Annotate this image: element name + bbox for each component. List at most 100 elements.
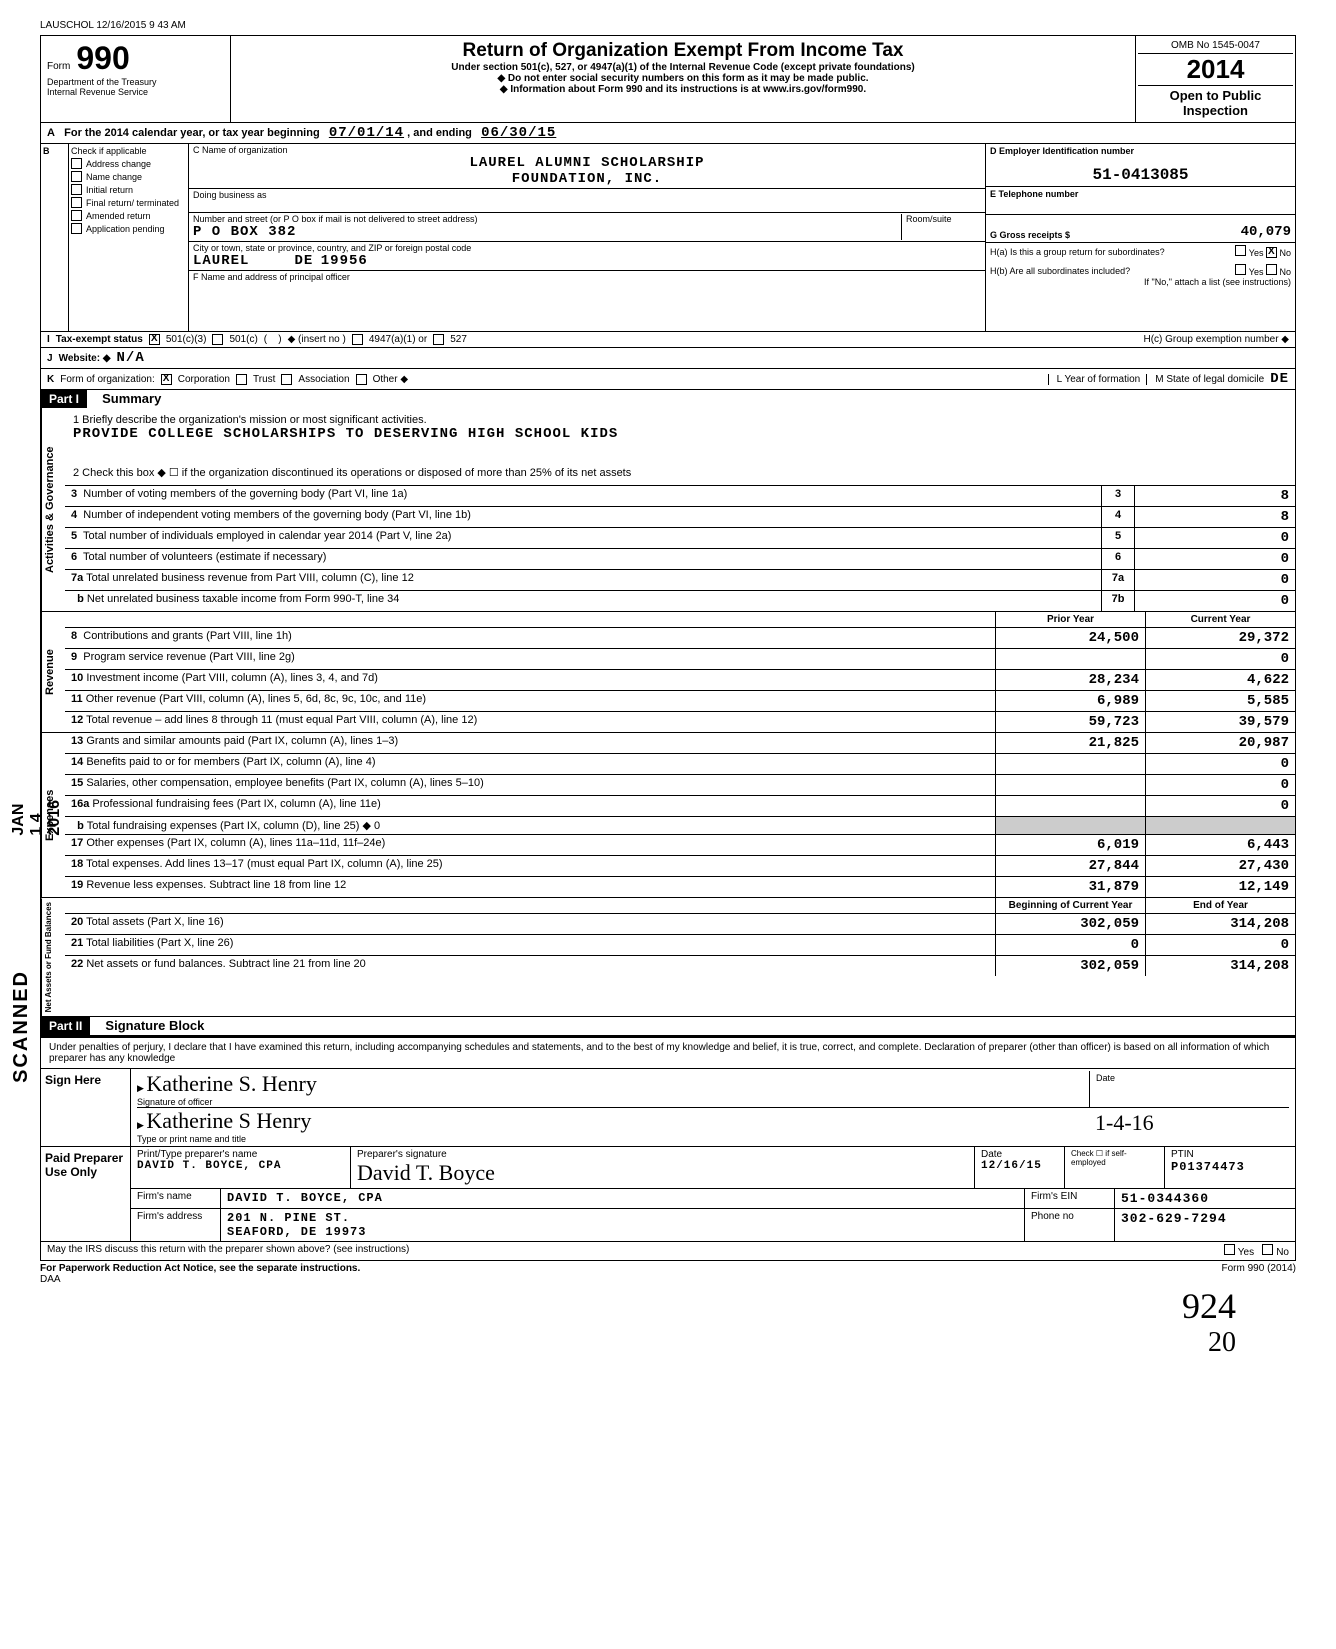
sign-here-label: Sign Here (41, 1069, 131, 1146)
l7a-n: 7a (71, 572, 83, 584)
room-label: Room/suite (906, 214, 952, 224)
other-box[interactable] (356, 374, 367, 385)
l14-c: 0 (1145, 754, 1295, 774)
l22-n: 22 (71, 958, 83, 970)
inspection: Inspection (1140, 103, 1291, 118)
ptin-label: PTIN (1171, 1149, 1194, 1160)
f-label: F Name and address of principal officer (193, 272, 350, 282)
form-note1: ◆ Do not enter social security numbers o… (241, 73, 1125, 84)
vlabel-netassets: Net Assets or Fund Balances (41, 898, 65, 1016)
l13-c: 20,987 (1145, 733, 1295, 753)
hb-yes-box[interactable] (1235, 264, 1246, 275)
typed-label: Type or print name and title (137, 1134, 246, 1144)
a-letter: A (47, 127, 55, 139)
form-subtitle: Under section 501(c), 527, or 4947(a)(1)… (241, 62, 1125, 73)
yes-label: Yes (1249, 248, 1264, 258)
mission-label: 1 Briefly describe the organization's mi… (73, 414, 1287, 426)
firm-addr2: SEAFORD, DE 19973 (227, 1225, 366, 1239)
checkbox-app-pending[interactable] (71, 223, 82, 234)
trust-box[interactable] (236, 374, 247, 385)
i-letter: I (47, 334, 50, 345)
4947-box[interactable] (352, 334, 363, 345)
d-label: D Employer Identification number (990, 146, 1134, 156)
checkbox-amended[interactable] (71, 210, 82, 221)
handwritten-number: 924 20 (40, 1285, 1296, 1359)
l7b-v: 0 (1135, 591, 1295, 611)
l19-t: Revenue less expenses. Subtract line 18 … (86, 879, 346, 891)
row-i: I Tax-exempt status 501(c)(3) 501(c) ( )… (40, 332, 1296, 348)
prior-year-hdr: Prior Year (995, 612, 1145, 627)
discuss-yes-label: Yes (1238, 1247, 1254, 1258)
l6-t: Total number of volunteers (estimate if … (83, 551, 326, 563)
501c-box[interactable] (212, 334, 223, 345)
checkbox-address-change[interactable] (71, 158, 82, 169)
l10-c: 4,622 (1145, 670, 1295, 690)
checkbox-name-change[interactable] (71, 171, 82, 182)
address: P O BOX 382 (193, 224, 296, 240)
line-a-text: For the 2014 calendar year, or tax year … (64, 127, 320, 139)
l10-n: 10 (71, 672, 83, 684)
l22-c: 314,208 (1145, 956, 1295, 976)
l15-p (995, 775, 1145, 795)
corp-box[interactable] (161, 374, 172, 385)
l16b-t: Total fundraising expenses (Part IX, col… (87, 820, 380, 832)
period-start: 07/01/14 (329, 125, 404, 141)
527-box[interactable] (433, 334, 444, 345)
checkbox-final-return[interactable] (71, 197, 82, 208)
ha-no-box[interactable] (1266, 247, 1277, 258)
l16a-c: 0 (1145, 796, 1295, 816)
assoc-box[interactable] (281, 374, 292, 385)
vlabel-activities: Activities & Governance (41, 408, 65, 611)
hb-label: H(b) Are all subordinates included? (990, 266, 1130, 276)
row-j: J Website: ◆ N/A (40, 348, 1296, 369)
vlabel-revenue: Revenue (41, 612, 65, 732)
l9-c: 0 (1145, 649, 1295, 669)
l5-box: 5 (1101, 528, 1135, 548)
l13-n: 13 (71, 735, 83, 747)
j-letter: J (47, 353, 53, 364)
l12-p: 59,723 (995, 712, 1145, 732)
addr-label: Number and street (or P O box if mail is… (193, 214, 477, 224)
ha-label: H(a) Is this a group return for subordin… (990, 247, 1165, 257)
hb-no-box[interactable] (1266, 264, 1277, 275)
501c-label: 501(c) (229, 334, 257, 345)
l11-c: 5,585 (1145, 691, 1295, 711)
form-number: 990 (76, 40, 129, 77)
501c3-box[interactable] (149, 334, 160, 345)
firm-name: DAVID T. BOYCE, CPA (227, 1191, 383, 1205)
part2-title: Signature Block (93, 1018, 204, 1033)
ha-yes-box[interactable] (1235, 245, 1246, 256)
discuss-no[interactable] (1262, 1244, 1273, 1255)
l3-t: Number of voting members of the governin… (83, 488, 407, 500)
firm-ein-label: Firm's EIN (1025, 1189, 1115, 1208)
checkbox-initial-return[interactable] (71, 184, 82, 195)
l14-p (995, 754, 1145, 774)
pra-notice: For Paperwork Reduction Act Notice, see … (40, 1263, 360, 1274)
501c3-label: 501(c)(3) (166, 334, 207, 345)
firm-ein: 51-0344360 (1121, 1191, 1209, 1206)
l9-n: 9 (71, 651, 77, 663)
mission-text: PROVIDE COLLEGE SCHOLARSHIPS TO DESERVIN… (73, 426, 1287, 442)
part2-badge: Part II (41, 1017, 90, 1035)
l18-c: 27,430 (1145, 856, 1295, 876)
discuss-no-label: No (1276, 1247, 1289, 1258)
l19-c: 12,149 (1145, 877, 1295, 897)
yes-label2: Yes (1249, 267, 1264, 277)
l20-n: 20 (71, 916, 83, 928)
l3-v: 8 (1135, 486, 1295, 506)
l21-p: 0 (995, 935, 1145, 955)
l22-p: 302,059 (995, 956, 1145, 976)
state: DE (294, 253, 313, 269)
l3-n: 3 (71, 488, 77, 500)
b-letter: B (43, 146, 50, 156)
typed-name: Katherine S Henry (146, 1108, 311, 1133)
daa: DAA (40, 1274, 61, 1285)
l4-t: Number of independent voting members of … (83, 509, 471, 521)
firm-name-label: Firm's name (131, 1189, 221, 1208)
sig-officer-label: Signature of officer (137, 1097, 212, 1107)
discuss-yes[interactable] (1224, 1244, 1235, 1255)
l17-n: 17 (71, 837, 83, 849)
tax-exempt-label: Tax-exempt status (56, 334, 143, 345)
handwritten-number-2: 20 (40, 1327, 1236, 1359)
l8-c: 29,372 (1145, 628, 1295, 648)
